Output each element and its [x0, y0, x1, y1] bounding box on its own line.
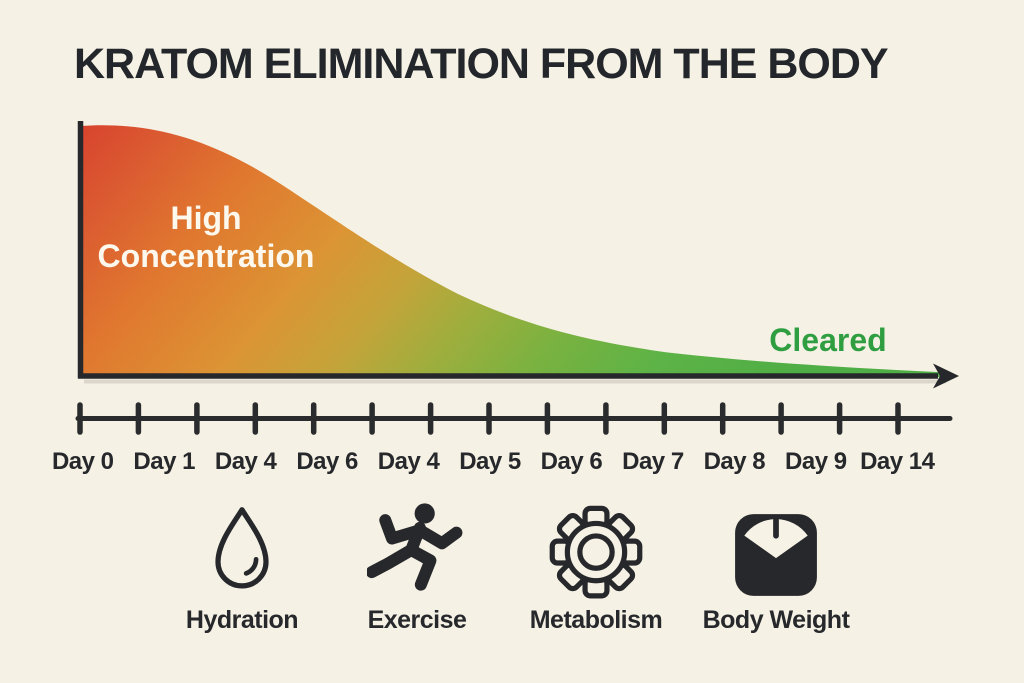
high-concentration-line2: Concentration: [97, 238, 315, 274]
day-label-3: Day 6: [296, 448, 358, 475]
scale-icon: [735, 514, 817, 596]
x-axis-arrowhead-icon: [933, 363, 959, 389]
timeline-day-labels: Day 0 Day 1 Day 4 Day 6 Day 4 Day 5 Day …: [42, 448, 938, 476]
factor-body-weight-label: Body Weight: [702, 606, 850, 634]
high-concentration-label: High Concentration: [85, 199, 327, 275]
elimination-curve-chart: [75, 121, 959, 435]
page-title: KRATOM ELIMINATION FROM THE BODY: [74, 40, 889, 88]
day-label-5: Day 5: [459, 448, 521, 475]
high-concentration-line1: High: [170, 200, 242, 236]
day-label-0: Day 0: [51, 448, 114, 475]
day-label-2: Day 4: [214, 448, 277, 475]
day-label-10: Day 14: [860, 448, 935, 475]
day-label-7: Day 7: [622, 448, 684, 475]
cleared-label: Cleared: [769, 322, 887, 358]
concentration-area: [80, 125, 948, 377]
day-label-8: Day 8: [703, 448, 766, 475]
day-label-4: Day 4: [377, 448, 440, 475]
runner-icon: [367, 503, 463, 591]
factor-exercise: Exercise: [332, 496, 502, 635]
factor-hydration-label: Hydration: [185, 606, 299, 634]
timeline-ticks: [77, 402, 901, 435]
factor-exercise-label: Exercise: [367, 606, 467, 634]
factor-metabolism: Metabolism: [511, 496, 681, 635]
gear-icon: [549, 505, 643, 599]
water-drop-icon: [215, 507, 269, 589]
factor-body-weight: Body Weight: [691, 496, 861, 635]
factor-metabolism-label: Metabolism: [529, 606, 663, 634]
day-label-6: Day 6: [540, 448, 603, 475]
day-label-1: Day 1: [133, 448, 195, 475]
day-label-9: Day 9: [785, 448, 847, 475]
factor-hydration: Hydration: [157, 496, 327, 635]
